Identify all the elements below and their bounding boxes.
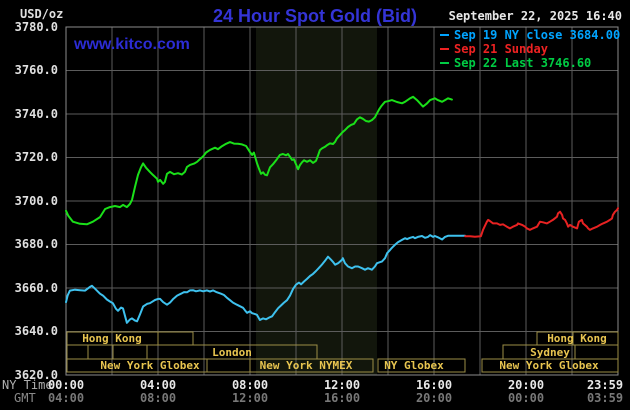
- session-box-segment: [112, 344, 148, 360]
- session-label-new-york-globex-pm: New York Globex: [499, 359, 599, 372]
- legend-label: Sep 21 Sunday: [454, 41, 548, 56]
- y-tick-label: 3780.0: [14, 20, 58, 34]
- legend-dash-icon: [440, 33, 449, 36]
- grid-lines: [65, 26, 619, 376]
- price-line-sep-21-sunday: [464, 207, 619, 238]
- session-box-segment: [87, 344, 114, 360]
- legend-item-sunday: Sep 21 Sunday: [440, 41, 548, 56]
- y-tick-label: 3620.0: [14, 368, 58, 382]
- legend-item-prev-close: Sep 19 NY close 3684.00: [440, 27, 621, 42]
- x-tick-ny: 04:00: [139, 378, 177, 392]
- price-lines: [65, 95, 619, 324]
- x-tick-gmt: 04:00: [47, 391, 85, 405]
- y-tick-label: 3640.0: [14, 324, 58, 338]
- x-tick-ny: 16:00: [415, 378, 453, 392]
- legend-item-last: Sep 22 Last 3746.60: [440, 55, 592, 70]
- session-box-new-york-nymex: [249, 358, 374, 373]
- y-tick-label: 3680.0: [14, 237, 58, 251]
- session-label-ny-globex: NY Globex: [384, 359, 444, 372]
- session-label-hong-kong-pm: Hong Kong: [547, 332, 607, 345]
- x-tick-gmt: 03:59: [586, 391, 624, 405]
- session-box-new-york-globex-pm: [481, 358, 619, 373]
- legend-label: Sep 19 NY close 3684.00: [454, 27, 621, 42]
- x-tick-ny: 12:00: [323, 378, 361, 392]
- y-tick-label: 3660.0: [14, 281, 58, 295]
- price-line-sep-19-ny-close: [65, 234, 467, 324]
- session-label-london: London: [212, 346, 252, 359]
- x-tick-gmt: 12:00: [231, 391, 269, 405]
- x-tick-ny: 23:59: [586, 378, 624, 392]
- y-axis-unit-label: USD/oz: [20, 7, 64, 21]
- market-session-labels: Hong Kong Hong Kong London Sydney New Yo…: [82, 332, 607, 372]
- x-axis-gmt-label: GMT: [14, 391, 36, 405]
- x-tick-ny: 08:00: [231, 378, 269, 392]
- chart-title: 24 Hour Spot Gold (Bid): [213, 6, 417, 26]
- session-box-segment: [157, 331, 194, 346]
- session-label-sydney: Sydney: [530, 346, 570, 359]
- market-session-bars: [66, 331, 619, 373]
- legend-dash-icon: [440, 61, 449, 64]
- legend-label: Sep 22 Last 3746.60: [454, 55, 592, 70]
- session-box-segment: [66, 344, 89, 360]
- session-box-ny-globex: [377, 358, 466, 373]
- x-tick-gmt: 16:00: [323, 391, 361, 405]
- kitco-watermark-link[interactable]: www.kitco.com: [74, 36, 190, 53]
- y-tick-label: 3760.0: [14, 63, 58, 77]
- session-label-hong-kong-am: Hong Kong: [82, 332, 142, 345]
- x-axis-ny-time-label: NY Time: [2, 378, 53, 392]
- legend-dash-icon: [440, 47, 449, 50]
- x-tick-gmt: 08:00: [139, 391, 177, 405]
- datetime-stamp: September 22, 2025 16:40: [448, 9, 622, 23]
- x-tick-gmt: 00:00: [507, 391, 545, 405]
- session-box-segment: [206, 358, 251, 373]
- y-tick-label: 3720.0: [14, 150, 58, 164]
- price-line-sep-22-last: [65, 95, 453, 226]
- x-tick-gmt: 20:00: [415, 391, 453, 405]
- x-tick-ny: 00:00: [47, 378, 85, 392]
- y-tick-label: 3740.0: [14, 107, 58, 121]
- session-label-new-york-globex-am: New York Globex: [100, 359, 200, 372]
- session-label-new-york-nymex: New York NYMEX: [260, 359, 353, 372]
- x-tick-ny: 20:00: [507, 378, 545, 392]
- y-tick-label: 3700.0: [14, 194, 58, 208]
